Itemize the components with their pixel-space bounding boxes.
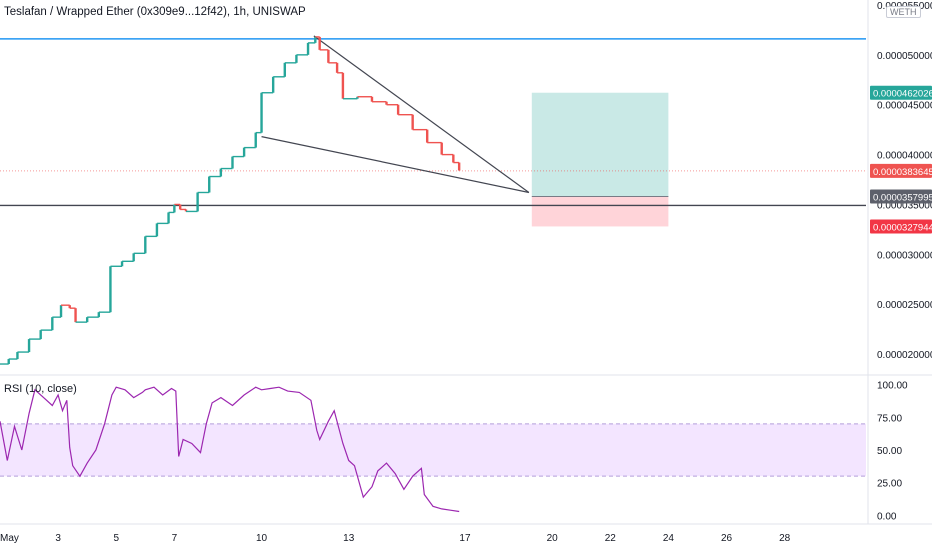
stop-zone	[531, 196, 669, 227]
candle	[314, 36, 317, 43]
time-axis-tick-label: 22	[605, 533, 617, 544]
rsi-axis-tick-label: 50.00	[877, 446, 902, 457]
candle	[295, 54, 298, 63]
candle	[356, 96, 359, 99]
candle	[425, 129, 429, 143]
price-axis-tick-label: 0.0000300000	[877, 250, 932, 261]
candle	[132, 253, 135, 262]
candle	[318, 36, 321, 50]
time-axis-tick-label: 5	[113, 533, 119, 544]
price-axis-tick-label: 0.0000500000	[877, 51, 932, 62]
candle	[196, 192, 199, 212]
rsi-axis-tick-label: 100.00	[877, 381, 908, 392]
price-label-text-entry: 0.0000357995	[873, 192, 932, 203]
price-label-text-current: 0.0000383645	[873, 167, 932, 178]
candle	[254, 132, 257, 148]
candle	[385, 101, 388, 105]
time-axis-tick-label: 17	[459, 533, 471, 544]
wedge-upper	[313, 35, 530, 193]
time-axis-tick-label: May	[0, 533, 19, 544]
candle	[16, 352, 19, 360]
candle	[74, 308, 77, 323]
candle	[155, 223, 159, 237]
price-axis-tick-label: 0.0000450000	[877, 101, 932, 112]
price-label-entry	[870, 189, 932, 204]
rsi-axis-tick-label: 0.00	[877, 511, 897, 522]
candle	[457, 162, 461, 171]
price-axis-tick-label: 0.0000350000	[877, 200, 932, 211]
candle	[283, 62, 286, 77]
candle	[51, 317, 54, 331]
candle	[68, 305, 71, 309]
candle	[59, 305, 63, 318]
candle	[144, 236, 147, 254]
time-axis-tick-label: 26	[721, 533, 733, 544]
rsi-band	[0, 423, 866, 477]
price-label-target	[870, 85, 932, 100]
price-label-stop	[870, 219, 932, 234]
rsi-label: RSI (10, close)	[4, 383, 77, 395]
candle	[208, 176, 211, 193]
time-axis-tick-label: 10	[256, 533, 268, 544]
candle	[85, 317, 89, 323]
candle	[178, 204, 182, 210]
candle	[411, 114, 414, 130]
price-axis-tick-label: 0.0000200000	[877, 350, 932, 361]
candle	[39, 330, 42, 340]
candle	[335, 62, 339, 73]
price-label-text-stop: 0.0000327944	[873, 222, 932, 233]
time-axis-tick-label: 13	[343, 533, 355, 544]
candle	[173, 204, 176, 213]
candle	[231, 156, 234, 169]
candle	[7, 359, 10, 365]
candle	[327, 49, 330, 63]
time-axis-tick-label: 7	[172, 533, 178, 544]
price-label-current	[870, 163, 932, 178]
time-axis-tick-label: 28	[779, 533, 791, 544]
time-axis-tick-label: 20	[547, 533, 559, 544]
candle	[120, 261, 124, 267]
time-axis-tick-label: 24	[663, 533, 675, 544]
rsi-line	[0, 386, 460, 513]
candle	[242, 147, 246, 157]
candle	[97, 312, 101, 318]
candle	[440, 142, 443, 155]
candle	[306, 42, 310, 55]
price-label-text-target: 0.0000462026	[873, 89, 932, 100]
price-axis-tick-label: 0.0000250000	[877, 300, 932, 311]
candle	[271, 76, 275, 93]
wedge-lower	[261, 136, 530, 194]
candle	[27, 339, 31, 353]
time-axis-tick-label: 3	[55, 533, 61, 544]
candle	[452, 154, 455, 163]
chart-title: Teslafan / Wrapped Ether (0x309e9...12f4…	[4, 6, 306, 18]
candle	[109, 266, 112, 313]
target-zone	[531, 92, 669, 197]
candle	[341, 72, 345, 99]
rsi-axis-tick-label: 25.00	[877, 479, 902, 490]
candle	[219, 168, 223, 177]
candle	[370, 96, 374, 102]
candle	[396, 104, 400, 115]
price-axis-tick-label: 0.0000400000	[877, 151, 932, 162]
candle	[167, 212, 170, 224]
candle	[260, 92, 263, 133]
candle	[184, 209, 188, 212]
quote-currency-chip[interactable]: WETH	[886, 6, 921, 18]
rsi-axis-tick-label: 75.00	[877, 413, 902, 424]
